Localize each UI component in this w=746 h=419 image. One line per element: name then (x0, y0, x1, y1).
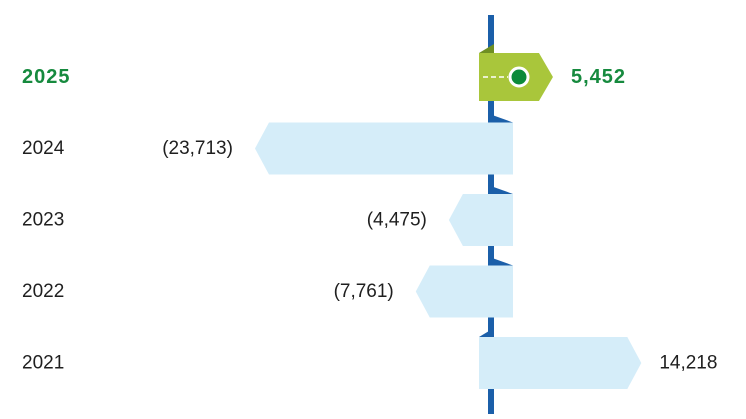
bar-fold (479, 328, 494, 337)
bar (254, 122, 513, 175)
bar-fold (488, 256, 513, 266)
bar (479, 337, 642, 389)
category-label: 2024 (22, 138, 65, 159)
bar (415, 265, 513, 318)
category-label: 2025 (22, 66, 71, 88)
value-label: 14,218 (659, 353, 717, 374)
category-label: 2022 (22, 281, 64, 302)
category-label: 2023 (22, 210, 64, 231)
marker-dot (508, 66, 530, 88)
bar (448, 194, 513, 246)
bar-fold (488, 185, 513, 194)
bar-fold (488, 113, 513, 123)
value-label: (23,713) (162, 138, 233, 159)
value-label: (4,475) (367, 210, 427, 231)
value-label: (7,761) (334, 281, 394, 302)
value-label: 5,452 (571, 66, 626, 88)
category-label: 2021 (22, 353, 64, 374)
bar-fold (479, 44, 494, 53)
